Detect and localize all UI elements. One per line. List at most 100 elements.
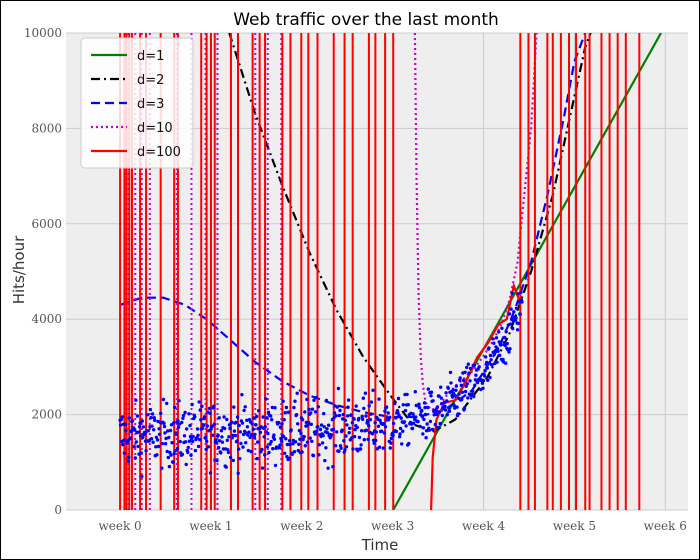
data-point: [134, 398, 138, 402]
data-point: [293, 440, 298, 444]
data-point: [198, 408, 202, 412]
data-point: [273, 463, 278, 468]
data-point: [220, 440, 225, 444]
data-point: [278, 425, 283, 429]
data-point: [322, 425, 326, 429]
data-point: [449, 381, 453, 385]
data-point: [484, 355, 488, 359]
data-point: [167, 435, 171, 440]
data-point: [426, 405, 430, 410]
data-point: [246, 433, 250, 437]
data-point: [245, 425, 250, 429]
data-point: [397, 435, 402, 439]
data-point: [298, 437, 302, 441]
data-point: [122, 451, 127, 455]
data-point: [265, 445, 270, 449]
data-point: [244, 441, 248, 445]
data-point: [139, 451, 143, 455]
data-point: [186, 450, 190, 455]
data-point: [459, 383, 463, 387]
data-point: [398, 426, 403, 431]
data-point: [255, 456, 259, 461]
data-point: [482, 374, 487, 378]
data-point: [353, 427, 357, 432]
data-point: [198, 437, 202, 442]
data-point: [344, 434, 348, 438]
data-point: [311, 453, 316, 458]
data-point: [312, 398, 316, 402]
data-point: [207, 406, 212, 411]
data-point: [183, 440, 188, 444]
data-point: [332, 416, 336, 420]
data-point: [344, 445, 349, 449]
data-point: [461, 378, 466, 383]
x-axis-label: Time: [361, 536, 399, 554]
data-point: [495, 360, 499, 364]
data-point: [516, 292, 520, 296]
data-point: [233, 433, 238, 438]
data-point: [157, 427, 161, 431]
data-point: [178, 439, 182, 444]
data-point: [147, 438, 151, 443]
data-point: [225, 438, 229, 442]
data-point: [202, 415, 207, 419]
data-point: [196, 444, 201, 449]
data-point: [269, 439, 273, 444]
data-point: [323, 458, 327, 463]
data-point: [160, 441, 164, 446]
series-d-10-line: [413, 33, 538, 412]
data-point: [463, 370, 467, 374]
data-point: [190, 402, 194, 407]
data-point: [310, 407, 315, 411]
data-point: [518, 312, 522, 316]
data-point: [313, 410, 318, 414]
data-point: [247, 430, 251, 434]
data-point: [405, 392, 409, 397]
data-point: [424, 436, 428, 440]
data-point: [214, 440, 219, 445]
data-point: [288, 442, 292, 447]
data-point: [343, 418, 348, 422]
data-point: [127, 416, 131, 420]
data-point: [154, 445, 158, 449]
data-point: [454, 384, 459, 388]
data-point: [468, 379, 472, 383]
data-point: [384, 405, 389, 409]
data-point: [231, 433, 235, 437]
data-point: [240, 421, 245, 425]
data-point: [492, 341, 496, 345]
data-point: [485, 366, 489, 370]
data-point: [453, 394, 457, 398]
data-point: [291, 442, 295, 446]
data-point: [345, 414, 350, 418]
data-point: [294, 413, 299, 417]
data-point: [481, 379, 486, 383]
data-point: [504, 330, 508, 334]
data-point: [465, 382, 469, 386]
data-point: [326, 466, 330, 470]
data-point: [234, 420, 238, 425]
data-point: [331, 427, 336, 432]
data-point: [370, 432, 375, 436]
data-point: [219, 429, 224, 433]
data-point: [264, 397, 268, 401]
data-point: [153, 418, 157, 422]
data-point: [433, 422, 437, 427]
data-point: [320, 441, 325, 445]
data-point: [182, 434, 187, 438]
data-point: [422, 417, 426, 422]
data-point: [299, 431, 303, 436]
data-point: [188, 423, 192, 428]
data-point: [435, 412, 439, 417]
data-point: [366, 437, 370, 441]
data-point: [137, 425, 142, 429]
data-point: [361, 396, 365, 400]
data-point: [487, 346, 491, 350]
data-point: [161, 397, 166, 402]
legend: d=1 d=2 d=3 d=10 d=100: [80, 37, 194, 169]
data-point: [292, 405, 296, 410]
data-point: [183, 410, 187, 415]
data-point: [140, 474, 144, 479]
data-point: [315, 429, 319, 433]
data-point: [152, 416, 156, 420]
